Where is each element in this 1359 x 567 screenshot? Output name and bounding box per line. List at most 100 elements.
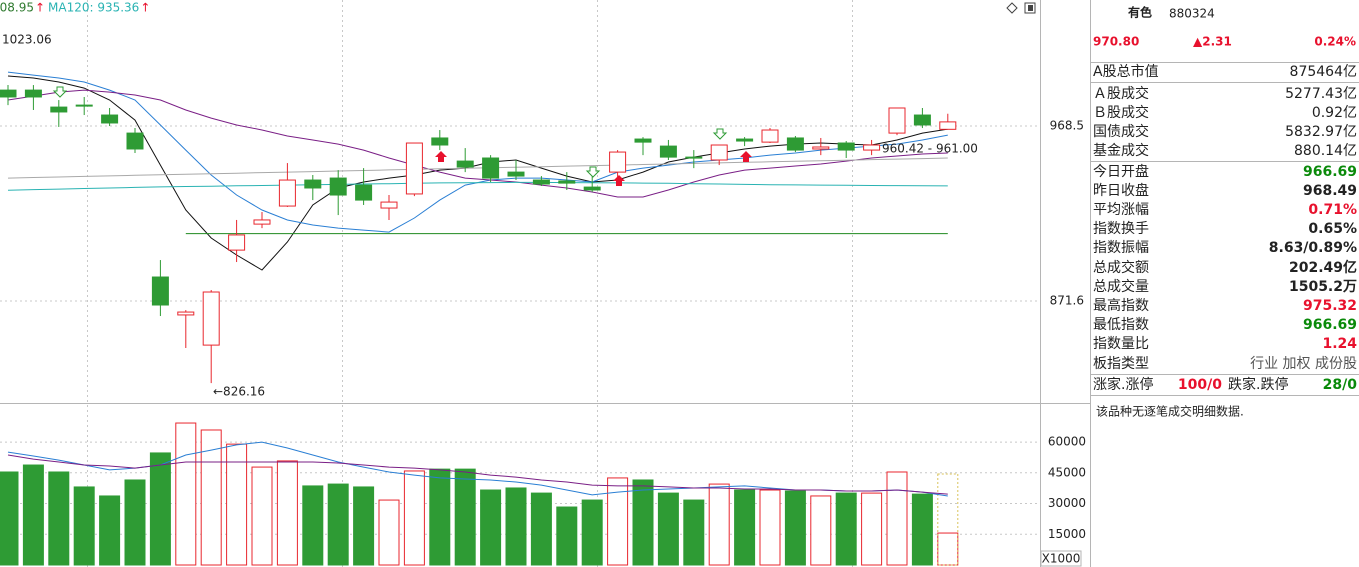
candle-body bbox=[101, 114, 119, 124]
candle-body bbox=[126, 132, 144, 150]
stat-label: 基金成交 bbox=[1093, 142, 1149, 159]
sell-signal bbox=[52, 86, 68, 98]
volume-bar bbox=[149, 452, 171, 566]
volume-bar bbox=[429, 468, 451, 566]
volume-bar bbox=[683, 499, 705, 566]
volume-estimate bbox=[937, 473, 959, 566]
candle-body bbox=[558, 180, 576, 184]
candle-body bbox=[812, 146, 830, 150]
panel-note: 该品种无逐笔成交明细数据. bbox=[1096, 404, 1244, 419]
volume-bar bbox=[327, 483, 349, 566]
candle-body bbox=[863, 144, 881, 151]
volume-bar bbox=[708, 483, 730, 566]
volume-bar bbox=[99, 495, 121, 566]
stat-value: 202.49亿 bbox=[1289, 259, 1357, 276]
candle-body bbox=[456, 160, 474, 168]
volume-bar bbox=[581, 499, 603, 566]
stat-value: 968.49 bbox=[1303, 183, 1357, 199]
stat-label: Ｂ股成交 bbox=[1093, 104, 1149, 121]
candle-body bbox=[75, 104, 93, 107]
volume-bar bbox=[73, 486, 95, 566]
candle-body bbox=[761, 129, 779, 143]
candle-body bbox=[405, 142, 423, 195]
volume-bar bbox=[886, 471, 908, 566]
ma-line bbox=[7, 181, 948, 191]
stat-label: 昨日收盘 bbox=[1093, 182, 1149, 199]
stat-value: 1.24 bbox=[1322, 336, 1357, 352]
window-icon-inner bbox=[1028, 5, 1033, 11]
candle-body bbox=[431, 137, 449, 146]
y-tick-label: 60000 bbox=[1048, 435, 1086, 449]
volume-bar bbox=[480, 489, 502, 566]
price-change: ▲2.31 bbox=[1193, 35, 1232, 49]
candle-body bbox=[0, 89, 17, 98]
y-tick-label: 30000 bbox=[1048, 496, 1086, 510]
candle-body bbox=[151, 276, 169, 306]
sell-signal bbox=[712, 128, 728, 140]
candle-body bbox=[659, 145, 677, 158]
legend-label: 908.95 bbox=[0, 1, 34, 15]
diamond-icon[interactable] bbox=[1006, 2, 1018, 14]
index-code: 880324 bbox=[1169, 7, 1215, 21]
candle-body bbox=[939, 121, 957, 130]
price-change-pct: 0.24% bbox=[1314, 35, 1356, 49]
candle-body bbox=[685, 156, 703, 159]
candle-body bbox=[278, 179, 296, 207]
volume-bar bbox=[200, 429, 222, 566]
candle-body bbox=[736, 138, 754, 142]
volume-bar bbox=[454, 468, 476, 566]
stat-label: 指数换手 bbox=[1093, 220, 1149, 237]
stat-value: 966.69 bbox=[1303, 164, 1357, 180]
stat-value: 8.63/0.89% bbox=[1269, 240, 1357, 256]
volume-bar bbox=[505, 487, 527, 566]
candle-body bbox=[634, 138, 652, 143]
volume-bar bbox=[226, 443, 248, 566]
volume-bar bbox=[276, 460, 298, 566]
candle-body bbox=[50, 106, 68, 113]
candle-body bbox=[532, 179, 550, 185]
candle-body bbox=[355, 184, 373, 201]
sell-signal bbox=[585, 166, 601, 178]
candle-body bbox=[177, 311, 195, 316]
unit-label: X1000 bbox=[1042, 552, 1081, 566]
candle-body bbox=[202, 291, 220, 346]
candle-body bbox=[507, 171, 525, 177]
stat-label: 最高指数 bbox=[1093, 297, 1149, 314]
stat-label: 指数振幅 bbox=[1093, 240, 1149, 256]
stat-value: 1505.2万 bbox=[1289, 279, 1357, 295]
candle-body bbox=[228, 234, 246, 251]
stat-value: 880.14亿 bbox=[1294, 143, 1357, 159]
volume-bar bbox=[175, 422, 197, 566]
candle-body bbox=[482, 157, 500, 179]
y-tick-label: 871.6 bbox=[1050, 294, 1084, 308]
volume-bar bbox=[657, 492, 679, 566]
y-tick-label: 45000 bbox=[1048, 465, 1086, 479]
candle-body bbox=[609, 151, 627, 173]
candle-body bbox=[888, 107, 906, 134]
volume-bar bbox=[556, 506, 578, 566]
stat-value: 5277.43亿 bbox=[1285, 86, 1357, 102]
buy-signal bbox=[740, 151, 752, 162]
stat-value: 5832.97亿 bbox=[1285, 124, 1357, 140]
candle-body bbox=[24, 89, 42, 98]
volume-bar bbox=[784, 490, 806, 566]
volume-bar bbox=[911, 493, 933, 566]
candle-body bbox=[253, 219, 271, 225]
price-annotation: 960.42 - 961.00 bbox=[882, 142, 978, 156]
buy-signal bbox=[613, 175, 625, 186]
volume-bar bbox=[0, 471, 19, 566]
window-icon[interactable] bbox=[1024, 2, 1036, 14]
volume-bar bbox=[607, 477, 629, 566]
volume-bar bbox=[22, 464, 44, 566]
price-annotation: ←826.16 bbox=[213, 385, 265, 399]
candle-body bbox=[710, 144, 728, 161]
ma-line bbox=[7, 89, 948, 198]
stat-label: 总成交量 bbox=[1093, 278, 1149, 295]
breadth-down-value: 28/0 bbox=[1323, 377, 1358, 393]
volume-bar bbox=[861, 492, 883, 566]
volume-bar bbox=[353, 486, 375, 566]
last-price: 970.80 bbox=[1093, 35, 1139, 49]
